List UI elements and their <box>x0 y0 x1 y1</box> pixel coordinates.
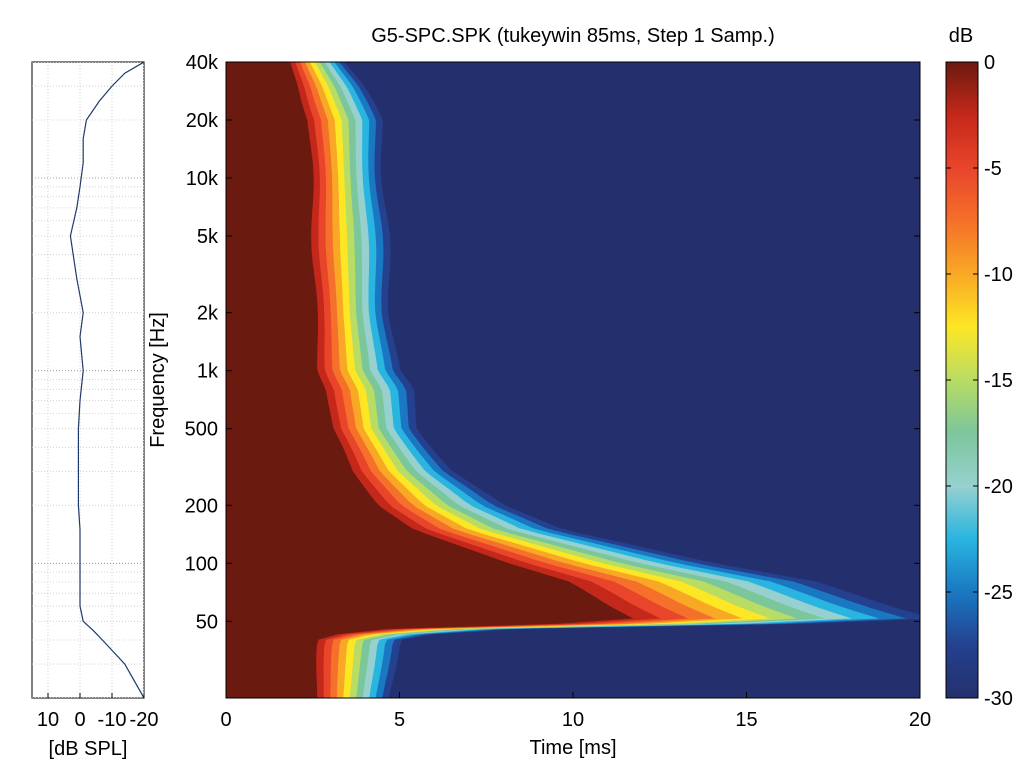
heatmap-panel: 40k 20k 10k 5k 2k 1k 500 200 100 50 0 5 10 15 20 Freq… <box>147 52 931 759</box>
side-x-tick-label: 10 <box>37 709 59 731</box>
heatmap-y-tick-label: 200 <box>185 495 218 517</box>
side-x-axis-label: [dB SPL] <box>49 738 128 760</box>
side-x-tick-label: -20 <box>130 709 159 731</box>
colorbar-label: dB <box>949 25 973 47</box>
colorbar: dB 0 -5 -10 -15 -20 -25 -30 <box>945 25 1013 710</box>
side-panel-frame <box>31 61 145 699</box>
heatmap-y-axis-label: Frequency [Hz] <box>147 312 169 448</box>
side-x-tick-label: -10 <box>98 709 127 731</box>
colorbar-tick-label: -25 <box>984 582 1013 604</box>
chart-title: G5-SPC.SPK (tukeywin 85ms, Step 1 Samp.) <box>371 25 775 47</box>
heatmap-y-tick-label: 1k <box>197 361 219 383</box>
heatmap-y-tick-label: 100 <box>185 553 218 575</box>
colorbar-tick-label: 0 <box>984 52 995 74</box>
heatmap-x-tick-label: 15 <box>735 709 757 731</box>
heatmap-y-tick-label: 5k <box>197 226 219 248</box>
side-response-line <box>69 62 144 698</box>
heatmap-x-tick-label: 5 <box>394 709 405 731</box>
side-x-tick-label: 0 <box>74 709 85 731</box>
heatmap-plot-area <box>226 62 920 698</box>
heatmap-x-tick-label: 20 <box>909 709 931 731</box>
decay-band <box>226 62 634 698</box>
heatmap-x-tick-label: 10 <box>562 709 584 731</box>
heatmap-x-axis-label: Time [ms] <box>529 737 616 759</box>
colorbar-tick-label: -10 <box>984 264 1013 286</box>
colorbar-tick-label: -15 <box>984 370 1013 392</box>
colorbar-tick-label: -30 <box>984 688 1013 710</box>
heatmap-x-tick-label: 0 <box>220 709 231 731</box>
heatmap-y-tick-label: 50 <box>196 611 218 633</box>
heatmap-y-tick-label: 10k <box>186 168 219 190</box>
colorbar-gradient <box>945 61 979 699</box>
heatmap-y-tick-label: 20k <box>186 110 219 132</box>
side-response-panel: 10 0 -10 -20 [dB SPL] <box>31 61 159 760</box>
colorbar-tick-label: -5 <box>984 158 1002 180</box>
heatmap-y-tick-label: 500 <box>185 419 218 441</box>
heatmap-y-tick-label: 40k <box>186 52 219 74</box>
colorbar-tick-label: -20 <box>984 476 1013 498</box>
heatmap-y-tick-label: 2k <box>197 303 219 325</box>
